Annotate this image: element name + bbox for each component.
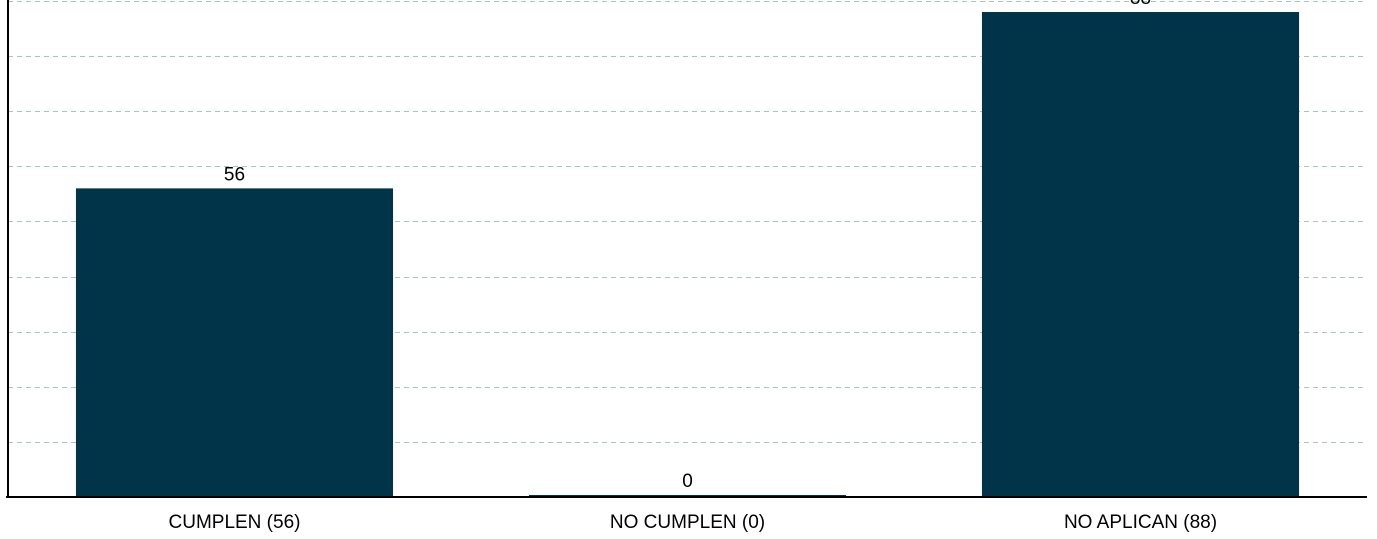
- category-labels: CUMPLEN (56) NO CUMPLEN (0) NO APLICAN (88…: [169, 512, 1218, 533]
- bar: [981, 12, 1300, 498]
- data-label: 56: [224, 164, 245, 185]
- data-label: 88: [1130, 0, 1151, 9]
- bar: [75, 188, 394, 497]
- bars: [75, 12, 1300, 498]
- data-label: 0: [682, 471, 693, 492]
- category-label: NO CUMPLEN (0): [610, 512, 765, 533]
- data-labels: 56 0 88: [224, 0, 1151, 492]
- category-label: NO APLICAN (88): [1064, 512, 1217, 533]
- category-label: CUMPLEN (56): [169, 512, 301, 533]
